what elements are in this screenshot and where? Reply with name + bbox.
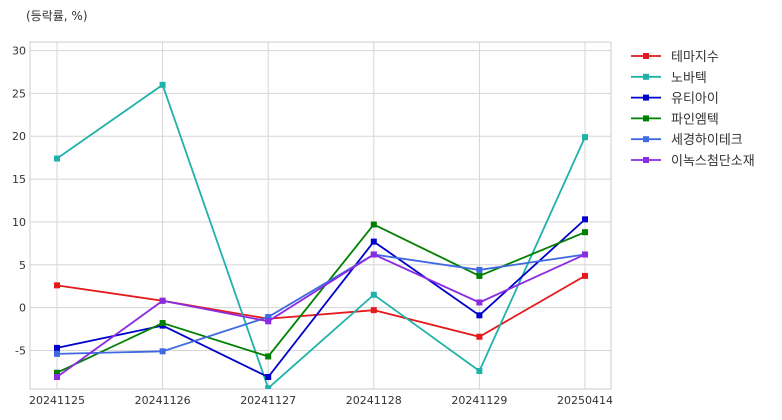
y-axis-label: (등락률, %): [26, 9, 88, 23]
data-point: [54, 282, 60, 289]
data-point: [582, 216, 588, 223]
data-point: [370, 291, 377, 298]
series-line: [56, 253, 586, 378]
data-point: [476, 312, 483, 319]
y-tick-label: 5: [19, 259, 26, 272]
data-point: [370, 307, 377, 314]
x-tick-label: 20241127: [240, 394, 296, 407]
x-tick-label: 20241129: [451, 394, 507, 407]
y-tick-label: -5: [15, 344, 26, 357]
y-tick-label: 15: [12, 173, 26, 186]
legend-label: 유티아이: [671, 92, 719, 107]
data-point: [265, 314, 272, 321]
legend-marker: [643, 94, 649, 101]
legend-label: 이녹스첨단소재: [671, 154, 755, 169]
data-point: [159, 320, 166, 327]
legend-marker: [643, 115, 649, 122]
data-point: [582, 251, 588, 258]
legend-marker: [643, 157, 649, 163]
data-point: [54, 369, 60, 376]
x-tick-label: 20250414: [557, 394, 613, 407]
data-point: [54, 350, 60, 357]
legend-label: 파인엠텍: [671, 112, 719, 127]
y-tick-label: 30: [12, 45, 26, 58]
legend-marker: [643, 53, 649, 59]
data-point: [582, 229, 588, 236]
data-point: [265, 385, 272, 389]
x-tick-label: 20241128: [346, 394, 402, 407]
data-point: [582, 272, 588, 279]
series-line: [56, 223, 586, 374]
data-point: [54, 374, 60, 381]
data-point: [265, 374, 272, 381]
data-point: [476, 266, 483, 273]
x-tick-label: 20241125: [29, 394, 85, 407]
legend-label: 노바텍: [671, 71, 707, 86]
data-point: [54, 155, 60, 162]
legend-marker: [643, 136, 649, 143]
data-point: [582, 134, 588, 141]
data-point: [370, 238, 377, 245]
data-point: [265, 353, 272, 360]
data-point: [159, 297, 166, 304]
data-point: [370, 221, 377, 228]
legend-label: 테마지수: [671, 50, 719, 65]
data-point: [54, 344, 60, 351]
y-tick-label: 10: [12, 216, 26, 229]
plot-frame: [29, 41, 612, 390]
data-point: [159, 348, 166, 355]
data-point: [370, 251, 377, 258]
legend-label: 세경하이테크: [671, 133, 743, 148]
data-point: [476, 368, 483, 375]
series-line: [56, 83, 586, 389]
y-tick-label: 25: [12, 87, 26, 100]
y-tick-label: 0: [19, 302, 26, 315]
data-point: [476, 333, 483, 340]
series-line: [56, 275, 586, 338]
data-point: [265, 318, 272, 325]
x-tick-label: 20241126: [135, 394, 191, 407]
data-point: [476, 299, 483, 306]
series-line: [56, 218, 586, 379]
legend-marker: [643, 73, 649, 80]
y-tick-label: 20: [12, 130, 26, 143]
data-point: [476, 272, 483, 279]
series-line: [56, 253, 586, 355]
data-point: [159, 81, 166, 88]
